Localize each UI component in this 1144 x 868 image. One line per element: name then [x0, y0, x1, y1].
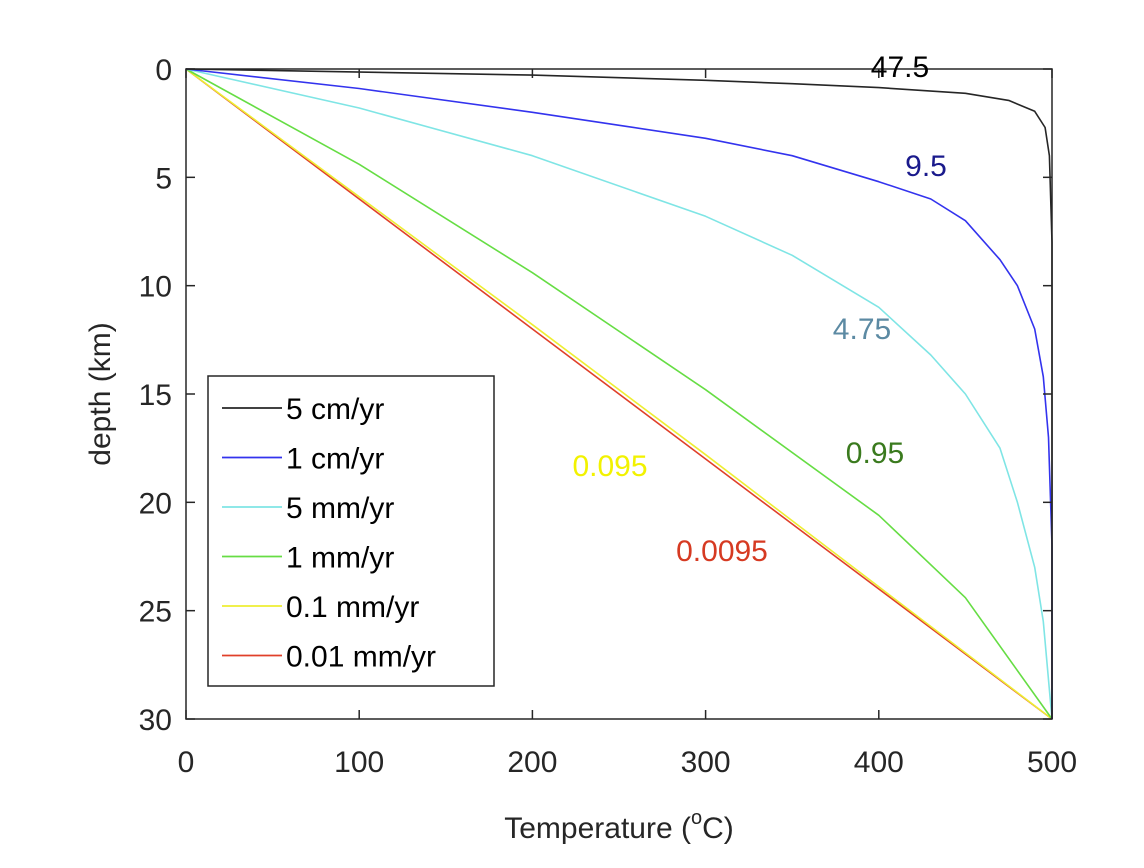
y-tick-label: 10 [139, 271, 172, 304]
series-line-0 [185, 68, 1053, 719]
y-tick-label: 15 [139, 379, 172, 412]
x-tick-label: 0 [178, 746, 195, 779]
x-tick-label: 500 [1027, 746, 1077, 779]
legend-label-4: 0.1 mm/yr [286, 591, 419, 624]
series-line-5 [185, 68, 1053, 720]
x-ticks: 0 100 200 300 400 500 [178, 69, 1077, 779]
curve-annotation-4: 0.095 [572, 450, 647, 483]
y-axis-label: depth (km) [84, 322, 117, 465]
y-tick-label: 25 [139, 596, 172, 629]
y-ticks: 0 5 10 15 20 25 30 [139, 54, 1052, 737]
x-tick-label: 300 [681, 746, 731, 779]
legend-label-2: 5 mm/yr [286, 492, 394, 525]
curve-annotation-1: 9.5 [905, 150, 947, 183]
y-tick-label: 5 [155, 162, 172, 195]
x-axis-label-unit: C) [702, 812, 734, 845]
y-tick-label: 30 [139, 704, 172, 737]
curve-annotation-5: 0.0095 [676, 535, 768, 568]
legend-label-5: 0.01 mm/yr [286, 641, 436, 674]
series-line-4 [185, 68, 1053, 720]
legend-box [207, 375, 495, 687]
series-line-3 [185, 68, 1053, 720]
x-tick-label: 400 [854, 746, 904, 779]
curve-annotation-2: 4.75 [833, 313, 891, 346]
curve-annotation-3: 0.95 [846, 437, 904, 470]
series-layer [185, 68, 1053, 720]
y-tick-label: 20 [139, 487, 172, 520]
x-tick-label: 100 [334, 746, 384, 779]
legend: 5 cm/yr 1 cm/yr 5 mm/yr 1 mm/yr 0.1 mm/yr 0.0… [207, 375, 495, 687]
legend-label-0: 5 cm/yr [286, 393, 384, 426]
curve-annotation-0: 47.5 [871, 51, 929, 84]
x-axis-label-superscript: o [691, 807, 702, 829]
curve-annotations: 47.5 9.5 4.75 0.95 0.095 0.0095 [572, 51, 946, 568]
series-line-1 [185, 68, 1053, 719]
y-tick-label: 0 [155, 54, 172, 87]
x-tick-label: 200 [507, 746, 557, 779]
legend-label-3: 1 mm/yr [286, 542, 394, 575]
x-axis-label-main: Temperature ( [504, 812, 691, 845]
x-axis-label: Temperature (oC) [504, 807, 734, 845]
legend-label-1: 1 cm/yr [286, 443, 384, 476]
series-line-2 [185, 68, 1053, 720]
